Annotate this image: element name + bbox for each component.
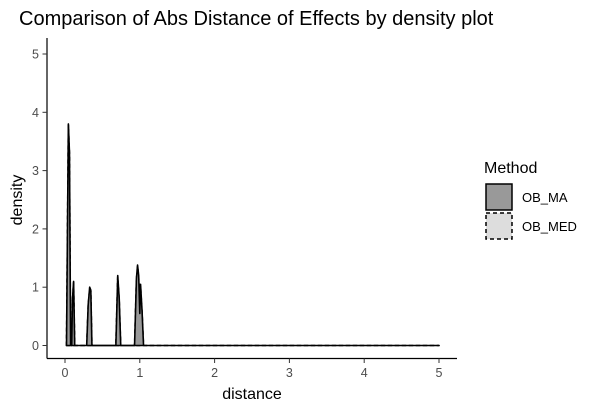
y-tick-label: 3	[32, 164, 39, 178]
y-tick-label: 4	[32, 106, 39, 120]
x-axis-title: distance	[222, 386, 282, 403]
x-tick-label: 5	[436, 366, 443, 380]
chart-title: Comparison of Abs Distance of Effects by…	[19, 8, 494, 30]
x-tick-label: 2	[211, 366, 218, 380]
y-tick-label: 0	[32, 339, 39, 353]
legend-key-ob-med	[485, 212, 513, 240]
density-area-ob-med	[65, 124, 440, 347]
y-tick-label: 5	[32, 48, 39, 62]
x-tick-label: 4	[361, 366, 368, 380]
legend: Method OB_MA OB_MED	[484, 160, 577, 240]
y-axis-ticks: 0 1 2 3 4 5	[32, 48, 47, 353]
plot-area	[65, 123, 440, 347]
legend-entries: OB_MA OB_MED	[485, 183, 577, 240]
legend-label-ob-ma: OB_MA	[522, 190, 568, 205]
x-tick-label: 3	[286, 366, 293, 380]
y-tick-label: 1	[32, 281, 39, 295]
x-tick-label: 0	[62, 366, 69, 380]
x-tick-label: 1	[136, 366, 143, 380]
legend-title: Method	[484, 160, 537, 177]
density-area-ob-ma	[65, 123, 440, 347]
y-tick-label: 2	[32, 222, 39, 236]
legend-key-ob-ma	[485, 183, 513, 211]
x-axis-ticks: 0 1 2 3 4 5	[62, 358, 443, 380]
y-axis-title: density	[9, 175, 26, 226]
legend-label-ob-med: OB_MED	[522, 219, 577, 234]
